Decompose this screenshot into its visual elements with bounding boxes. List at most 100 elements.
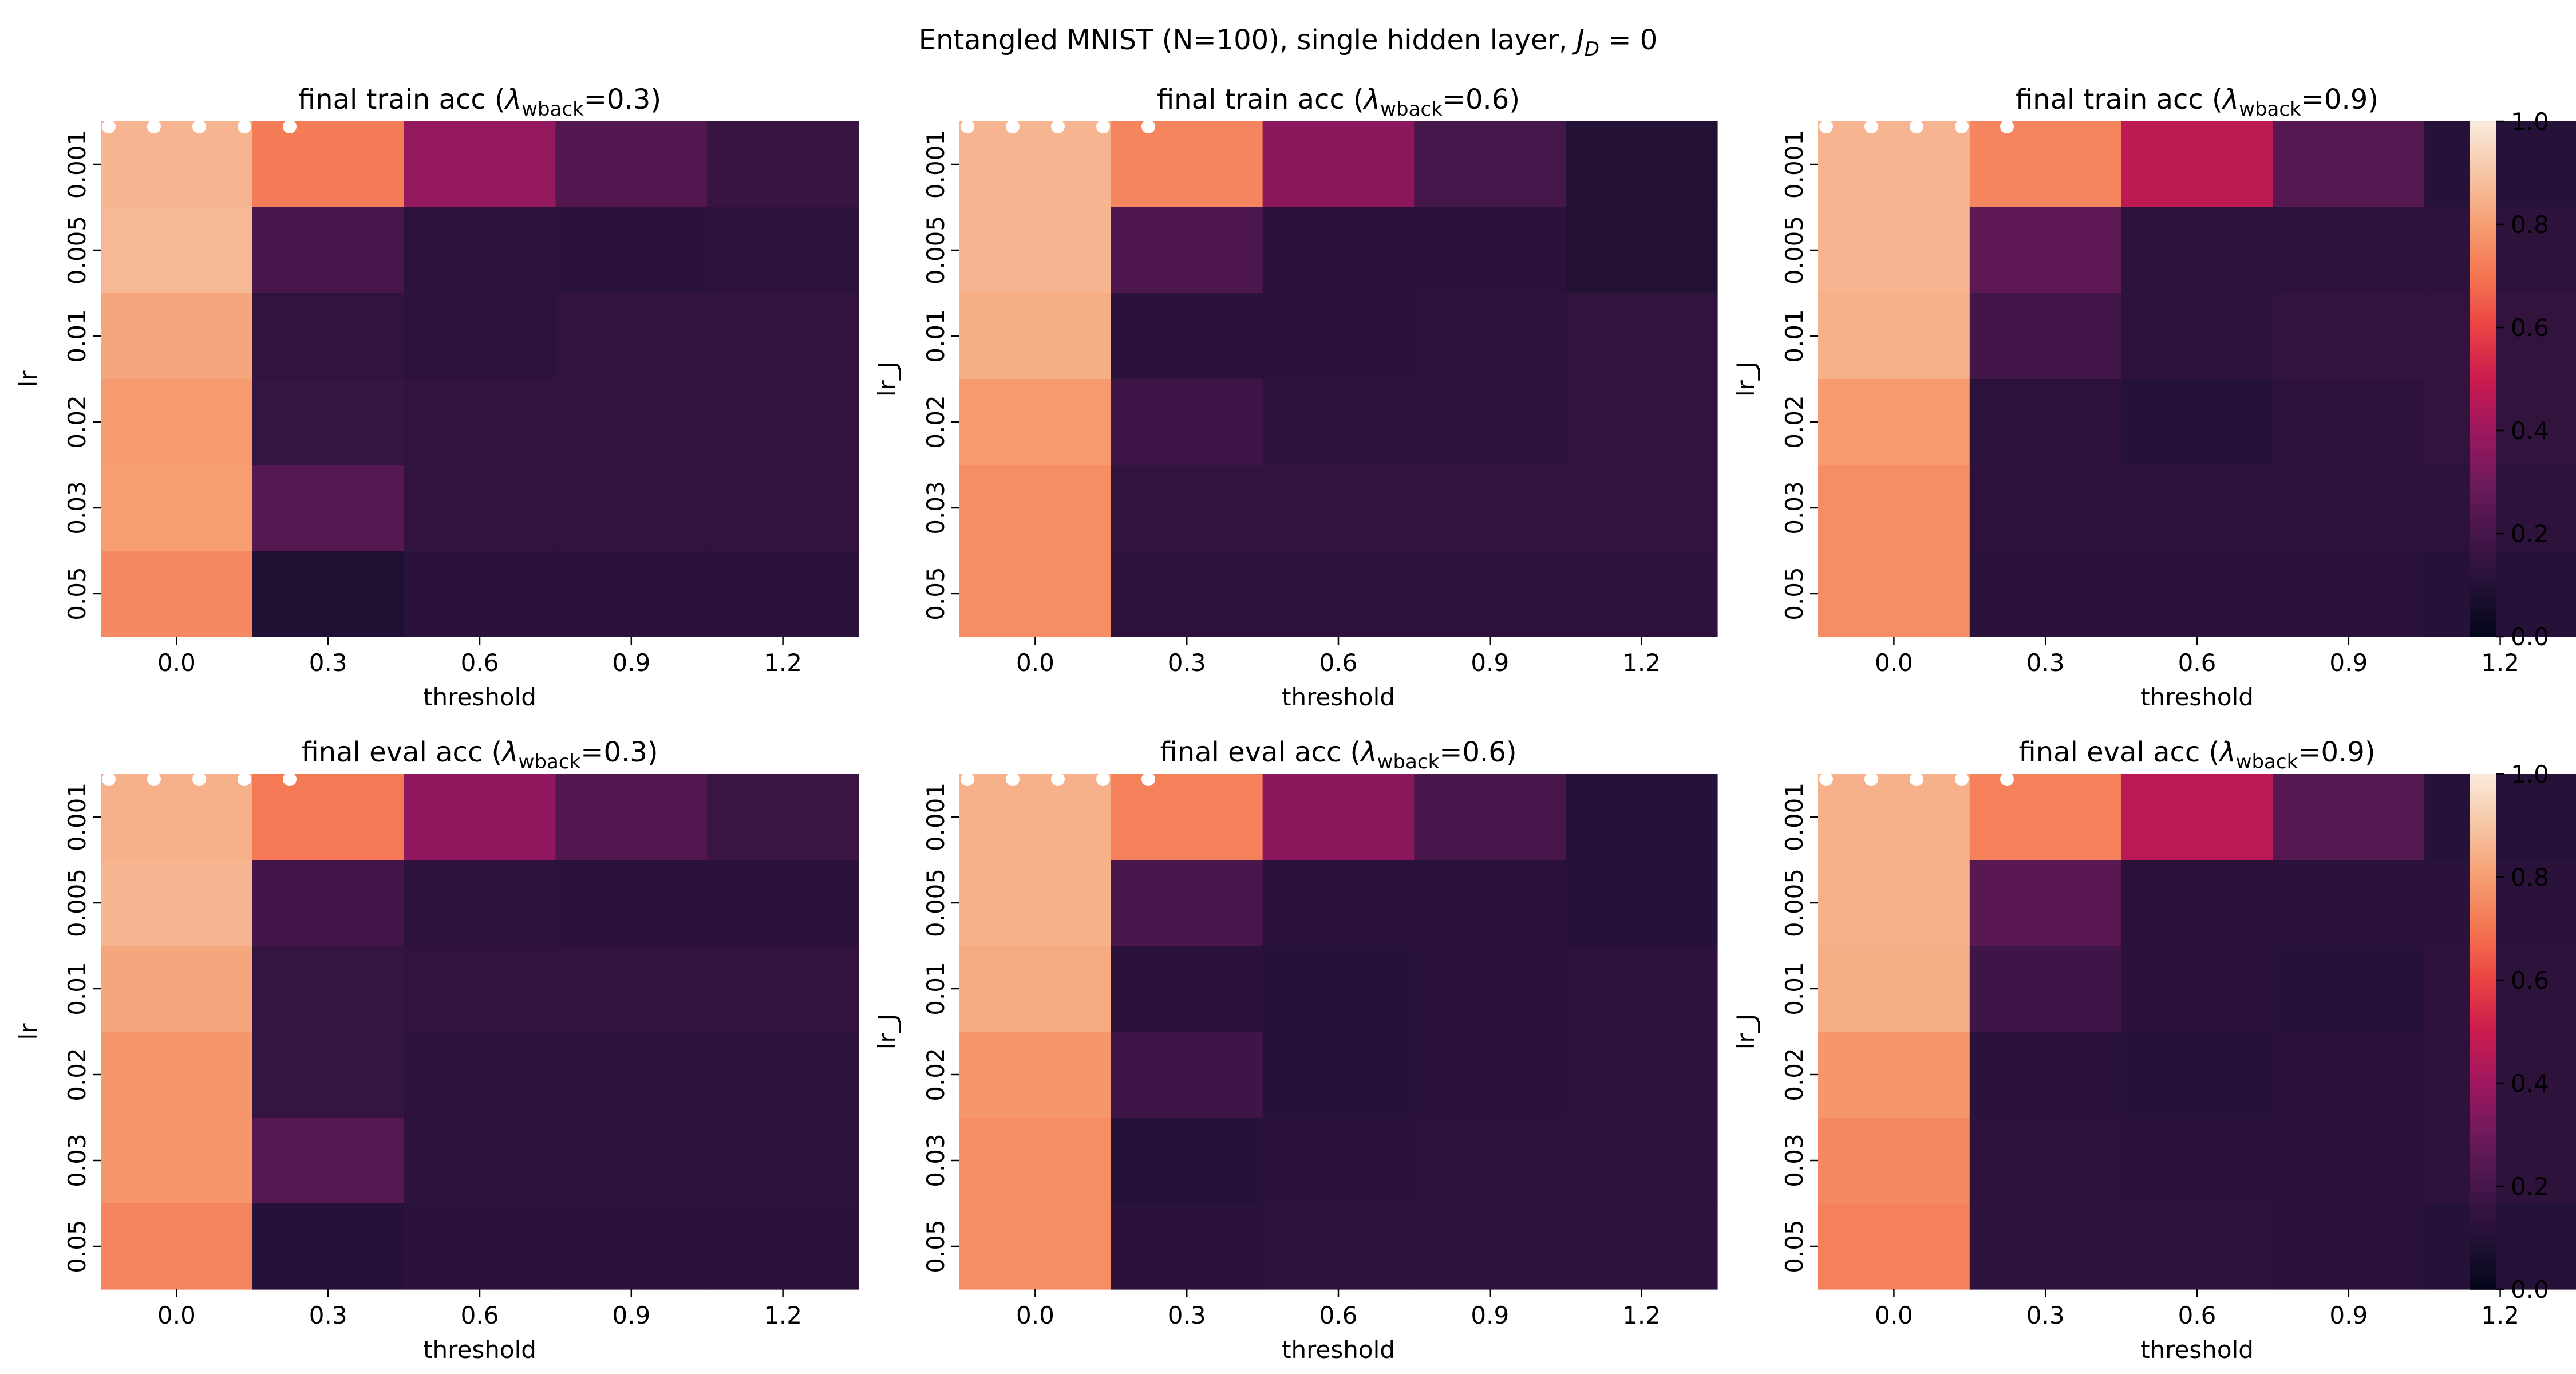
y-tick-label: 0.01	[63, 962, 91, 1016]
colorbar-segment	[2470, 787, 2496, 792]
panel-title: final eval acc (λwback=0.3)	[301, 736, 658, 773]
marker-dot	[961, 120, 974, 133]
heatmap-cell	[1969, 465, 2122, 551]
colorbar-segment	[2470, 577, 2496, 582]
heatmap-cell	[1111, 946, 1263, 1032]
colorbar-segment	[2470, 482, 2496, 487]
colorbar-segment	[2470, 181, 2496, 187]
heatmap-cell	[2424, 860, 2576, 946]
colorbar-segment	[2470, 1238, 2496, 1243]
colorbar-segment	[2470, 1040, 2496, 1045]
colorbar-segment	[2470, 830, 2496, 835]
heatmap-cell	[1566, 1203, 1718, 1290]
x-tick-label: 0.3	[309, 649, 347, 677]
heatmap-cell	[2273, 379, 2425, 465]
colorbar-segment	[2470, 929, 2496, 934]
colorbar-segment	[2470, 774, 2496, 779]
heatmap-panel: final eval acc (λwback=0.6) 0.0 0.3 0.6 0.9 1…	[873, 736, 1718, 1364]
colorbar-segment	[2470, 400, 2496, 405]
colorbar-segment	[2470, 589, 2496, 594]
colorbar-segment	[2470, 619, 2496, 625]
colorbar-segment	[2470, 413, 2496, 418]
colorbar-segment	[2470, 972, 2496, 977]
colorbar-segment	[2470, 340, 2496, 345]
colorbar-segment	[2470, 1130, 2496, 1135]
heatmap-panels: final train acc (λwback=0.3) 0.0 0.3 0.6 0.9…	[14, 84, 2576, 1364]
heatmap-cell	[2121, 379, 2273, 465]
heatmap-cell	[404, 1032, 556, 1118]
y-axis-label: lr_J	[1732, 1014, 1760, 1049]
colorbar-segment	[2470, 778, 2496, 783]
heatmap-cell	[1262, 1032, 1415, 1118]
colorbar-segment	[2470, 1281, 2496, 1286]
heatmap-cell	[2424, 293, 2576, 380]
colorbar-segment	[2470, 254, 2496, 259]
colorbar-segment	[2470, 1186, 2496, 1191]
heatmap-cell	[959, 465, 1112, 551]
colorbar-segment	[2470, 1212, 2496, 1217]
colorbar: 0.0 0.2 0.4 0.6 0.8 1.0	[2470, 108, 2549, 651]
colorbar-segment	[2470, 606, 2496, 611]
x-tick-label: 0.9	[2329, 649, 2368, 677]
colorbar-segment	[2470, 898, 2496, 903]
heatmap-cell	[101, 946, 253, 1032]
marker-dot	[238, 772, 251, 786]
heatmap-cell	[2121, 207, 2273, 294]
panel-title: final eval acc (λwback=0.6)	[1160, 736, 1516, 773]
heatmap-cell	[1262, 1118, 1415, 1204]
heatmap-cell	[2273, 465, 2425, 551]
colorbar-segment	[2470, 220, 2496, 225]
heatmap-cell	[1818, 1118, 1970, 1204]
y-tick-label: 0.01	[1780, 309, 1808, 363]
colorbar-segment	[2470, 1061, 2496, 1067]
heatmap-cell	[2424, 946, 2576, 1032]
colorbar-segment	[2470, 319, 2496, 324]
colorbar-segment	[2470, 370, 2496, 376]
heatmap-cell	[252, 1032, 405, 1118]
heatmap-cell	[1414, 860, 1566, 946]
colorbar-segment	[2470, 1032, 2496, 1037]
colorbar-segment	[2470, 503, 2496, 508]
heatmap-cell	[1969, 774, 2122, 860]
heatmap-cell	[404, 774, 556, 860]
heatmap-cell	[707, 860, 859, 946]
colorbar-segment	[2470, 207, 2496, 212]
y-tick-label: 0.02	[922, 1048, 950, 1101]
y-tick-label: 0.01	[63, 309, 91, 363]
heatmap-cell	[2121, 946, 2273, 1032]
x-tick-label: 0.3	[2026, 649, 2065, 677]
heatmap-cell	[1414, 774, 1566, 860]
panel-title: final train acc (λwback=0.9)	[2016, 84, 2379, 121]
colorbar-tick-label: 0.2	[2511, 520, 2549, 548]
x-tick-label: 0.9	[612, 649, 650, 677]
colorbar-segment	[2470, 967, 2496, 972]
marker-dot	[2000, 772, 2014, 786]
x-tick-label: 0.9	[1471, 1301, 1509, 1329]
colorbar-segment	[2470, 1100, 2496, 1105]
marker-dot	[2000, 120, 2014, 133]
colorbar-segment	[2470, 460, 2496, 465]
colorbar-segment	[2470, 465, 2496, 470]
y-tick-label: 0.005	[922, 868, 950, 937]
colorbar-segment	[2470, 1152, 2496, 1157]
colorbar-segment	[2470, 1285, 2496, 1290]
heatmap-cell	[404, 465, 556, 551]
heatmap-cell	[1566, 293, 1718, 380]
heatmap-cell	[1414, 293, 1566, 380]
heatmap-cell	[707, 293, 859, 380]
colorbar-segment	[2470, 946, 2496, 951]
heatmap-cell	[101, 1032, 253, 1118]
colorbar-segment	[2470, 632, 2496, 637]
colorbar-segment	[2470, 551, 2496, 556]
colorbar-segment	[2470, 1182, 2496, 1187]
heatmap-cell	[404, 1203, 556, 1290]
colorbar-segment	[2470, 915, 2496, 921]
y-tick-label: 0.005	[922, 216, 950, 285]
colorbar-segment	[2470, 297, 2496, 302]
colorbar-segment	[2470, 568, 2496, 573]
marker-dot	[1051, 772, 1065, 786]
heatmap-cell	[2121, 860, 2273, 946]
heatmap-cell	[2273, 207, 2425, 294]
heatmap-cell	[252, 551, 405, 637]
colorbar-segment	[2470, 280, 2496, 285]
